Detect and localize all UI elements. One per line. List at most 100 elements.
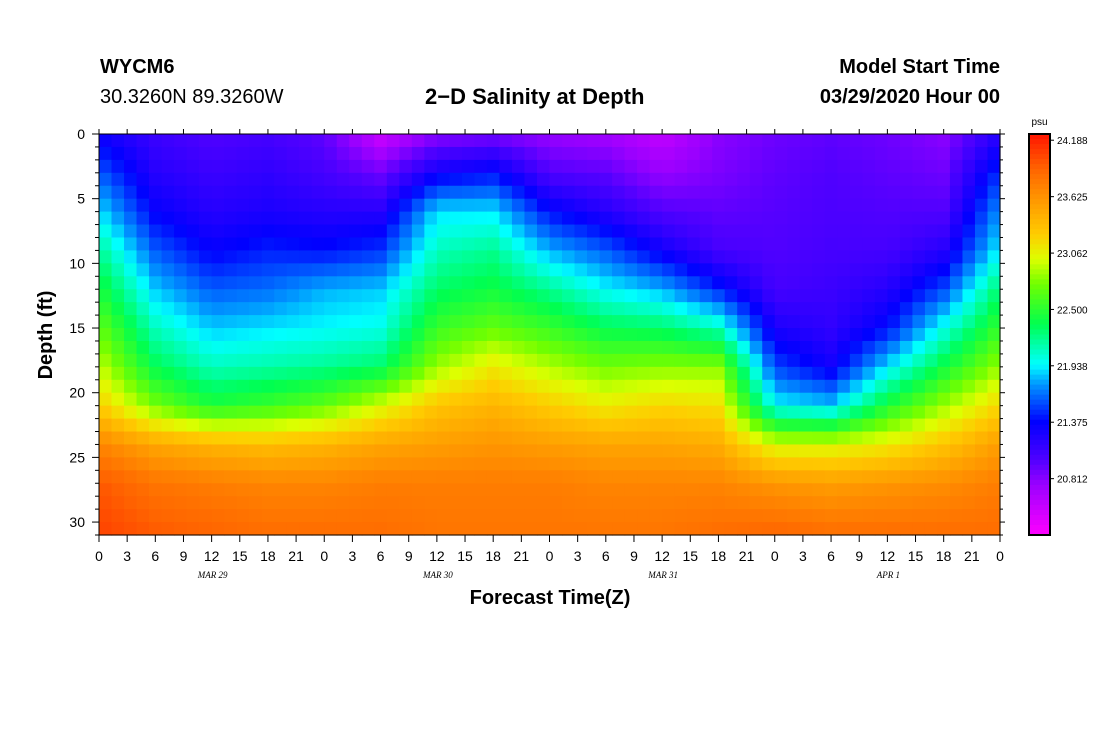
heatmap-cell [762,340,776,355]
heatmap-cell [449,289,463,303]
heatmap-cell [99,366,113,381]
heatmap-cell [799,353,813,368]
heatmap-cell [149,211,163,226]
heatmap-cell [236,509,250,523]
heatmap-cell [524,405,538,420]
heatmap-cell [712,431,726,446]
heatmap-cell [336,134,350,148]
heatmap-cell [849,289,863,303]
heatmap-cell [374,198,388,213]
heatmap-cell [99,146,113,161]
heatmap-cell [687,302,701,316]
heatmap-cell [386,289,400,303]
heatmap-cell [536,263,551,277]
heatmap-cell [499,522,513,536]
x-tick-label: 15 [232,548,248,564]
heatmap-cell [486,340,501,355]
heatmap-cell [286,392,300,407]
heatmap-cell [449,315,463,329]
heatmap-cell [111,483,125,497]
heatmap-cell [849,250,863,264]
heatmap-cell [662,185,676,200]
heatmap-cell [424,496,438,510]
heatmap-cell [261,353,275,368]
heatmap-cell [374,457,388,471]
heatmap-cell [574,146,588,161]
heatmap-cell [937,366,951,381]
heatmap-cell [562,224,576,239]
heatmap-cell [174,211,188,226]
heatmap-cell [211,302,225,316]
heatmap-cell [599,276,613,290]
heatmap-cell [737,198,751,213]
heatmap-cell [361,522,375,536]
colorbar-segment [1029,479,1050,486]
heatmap-cell [637,328,651,342]
heatmap-cell [161,250,175,264]
heatmap-cell [536,224,551,239]
heatmap-cell [311,198,325,213]
heatmap-cell [311,379,325,394]
heatmap-cell [411,263,425,277]
salinity-heatmap [99,134,1001,536]
heatmap-cell [249,211,263,226]
heatmap-cell [486,457,501,471]
heatmap-cell [124,276,138,290]
heatmap-cell [486,172,501,187]
heatmap-cell [424,315,438,329]
heatmap-cell [111,444,125,458]
heatmap-cell [624,237,638,252]
heatmap-cell [762,237,776,252]
heatmap-cell [461,457,476,471]
heatmap-cell [361,211,375,226]
heatmap-cell [749,328,763,342]
heatmap-cell [987,405,1001,420]
heatmap-cell [324,418,338,433]
heatmap-cell [887,522,901,536]
heatmap-cell [299,444,313,458]
heatmap-cell [286,224,300,239]
heatmap-cell [149,340,163,355]
heatmap-cell [549,431,563,446]
heatmap-cell [587,159,601,174]
heatmap-cell [887,302,901,316]
heatmap-cell [261,405,275,420]
heatmap-cell [274,263,288,277]
heatmap-cell [799,146,813,161]
heatmap-cell [111,146,125,161]
heatmap-cell [924,353,939,368]
heatmap-cell [774,211,788,226]
heatmap-cell [762,444,776,458]
heatmap-cell [224,146,238,161]
heatmap-cell [674,198,688,213]
heatmap-cell [937,224,951,239]
heatmap-cell [124,431,138,446]
heatmap-cell [499,366,513,381]
heatmap-cell [912,509,926,523]
heatmap-cell [812,496,826,510]
heatmap-cell [987,172,1001,187]
heatmap-cell [624,134,638,148]
heatmap-cell [937,185,951,200]
heatmap-cell [862,211,876,226]
heatmap-cell [849,276,863,290]
heatmap-cell [874,457,888,471]
heatmap-cell [149,198,163,213]
heatmap-cell [874,263,888,277]
heatmap-cell [324,211,338,226]
heatmap-cell [899,392,913,407]
heatmap-cell [612,405,626,420]
heatmap-cell [461,276,476,290]
heatmap-cell [261,159,275,174]
heatmap-cell [511,509,526,523]
heatmap-cell [699,289,713,303]
heatmap-cell [236,172,250,187]
heatmap-cell [224,263,238,277]
heatmap-cell [286,444,300,458]
heatmap-cell [361,237,375,252]
heatmap-cell [637,250,651,264]
heatmap-cell [987,211,1001,226]
heatmap-cell [124,237,138,252]
heatmap-cell [899,185,913,200]
heatmap-cell [486,237,501,252]
